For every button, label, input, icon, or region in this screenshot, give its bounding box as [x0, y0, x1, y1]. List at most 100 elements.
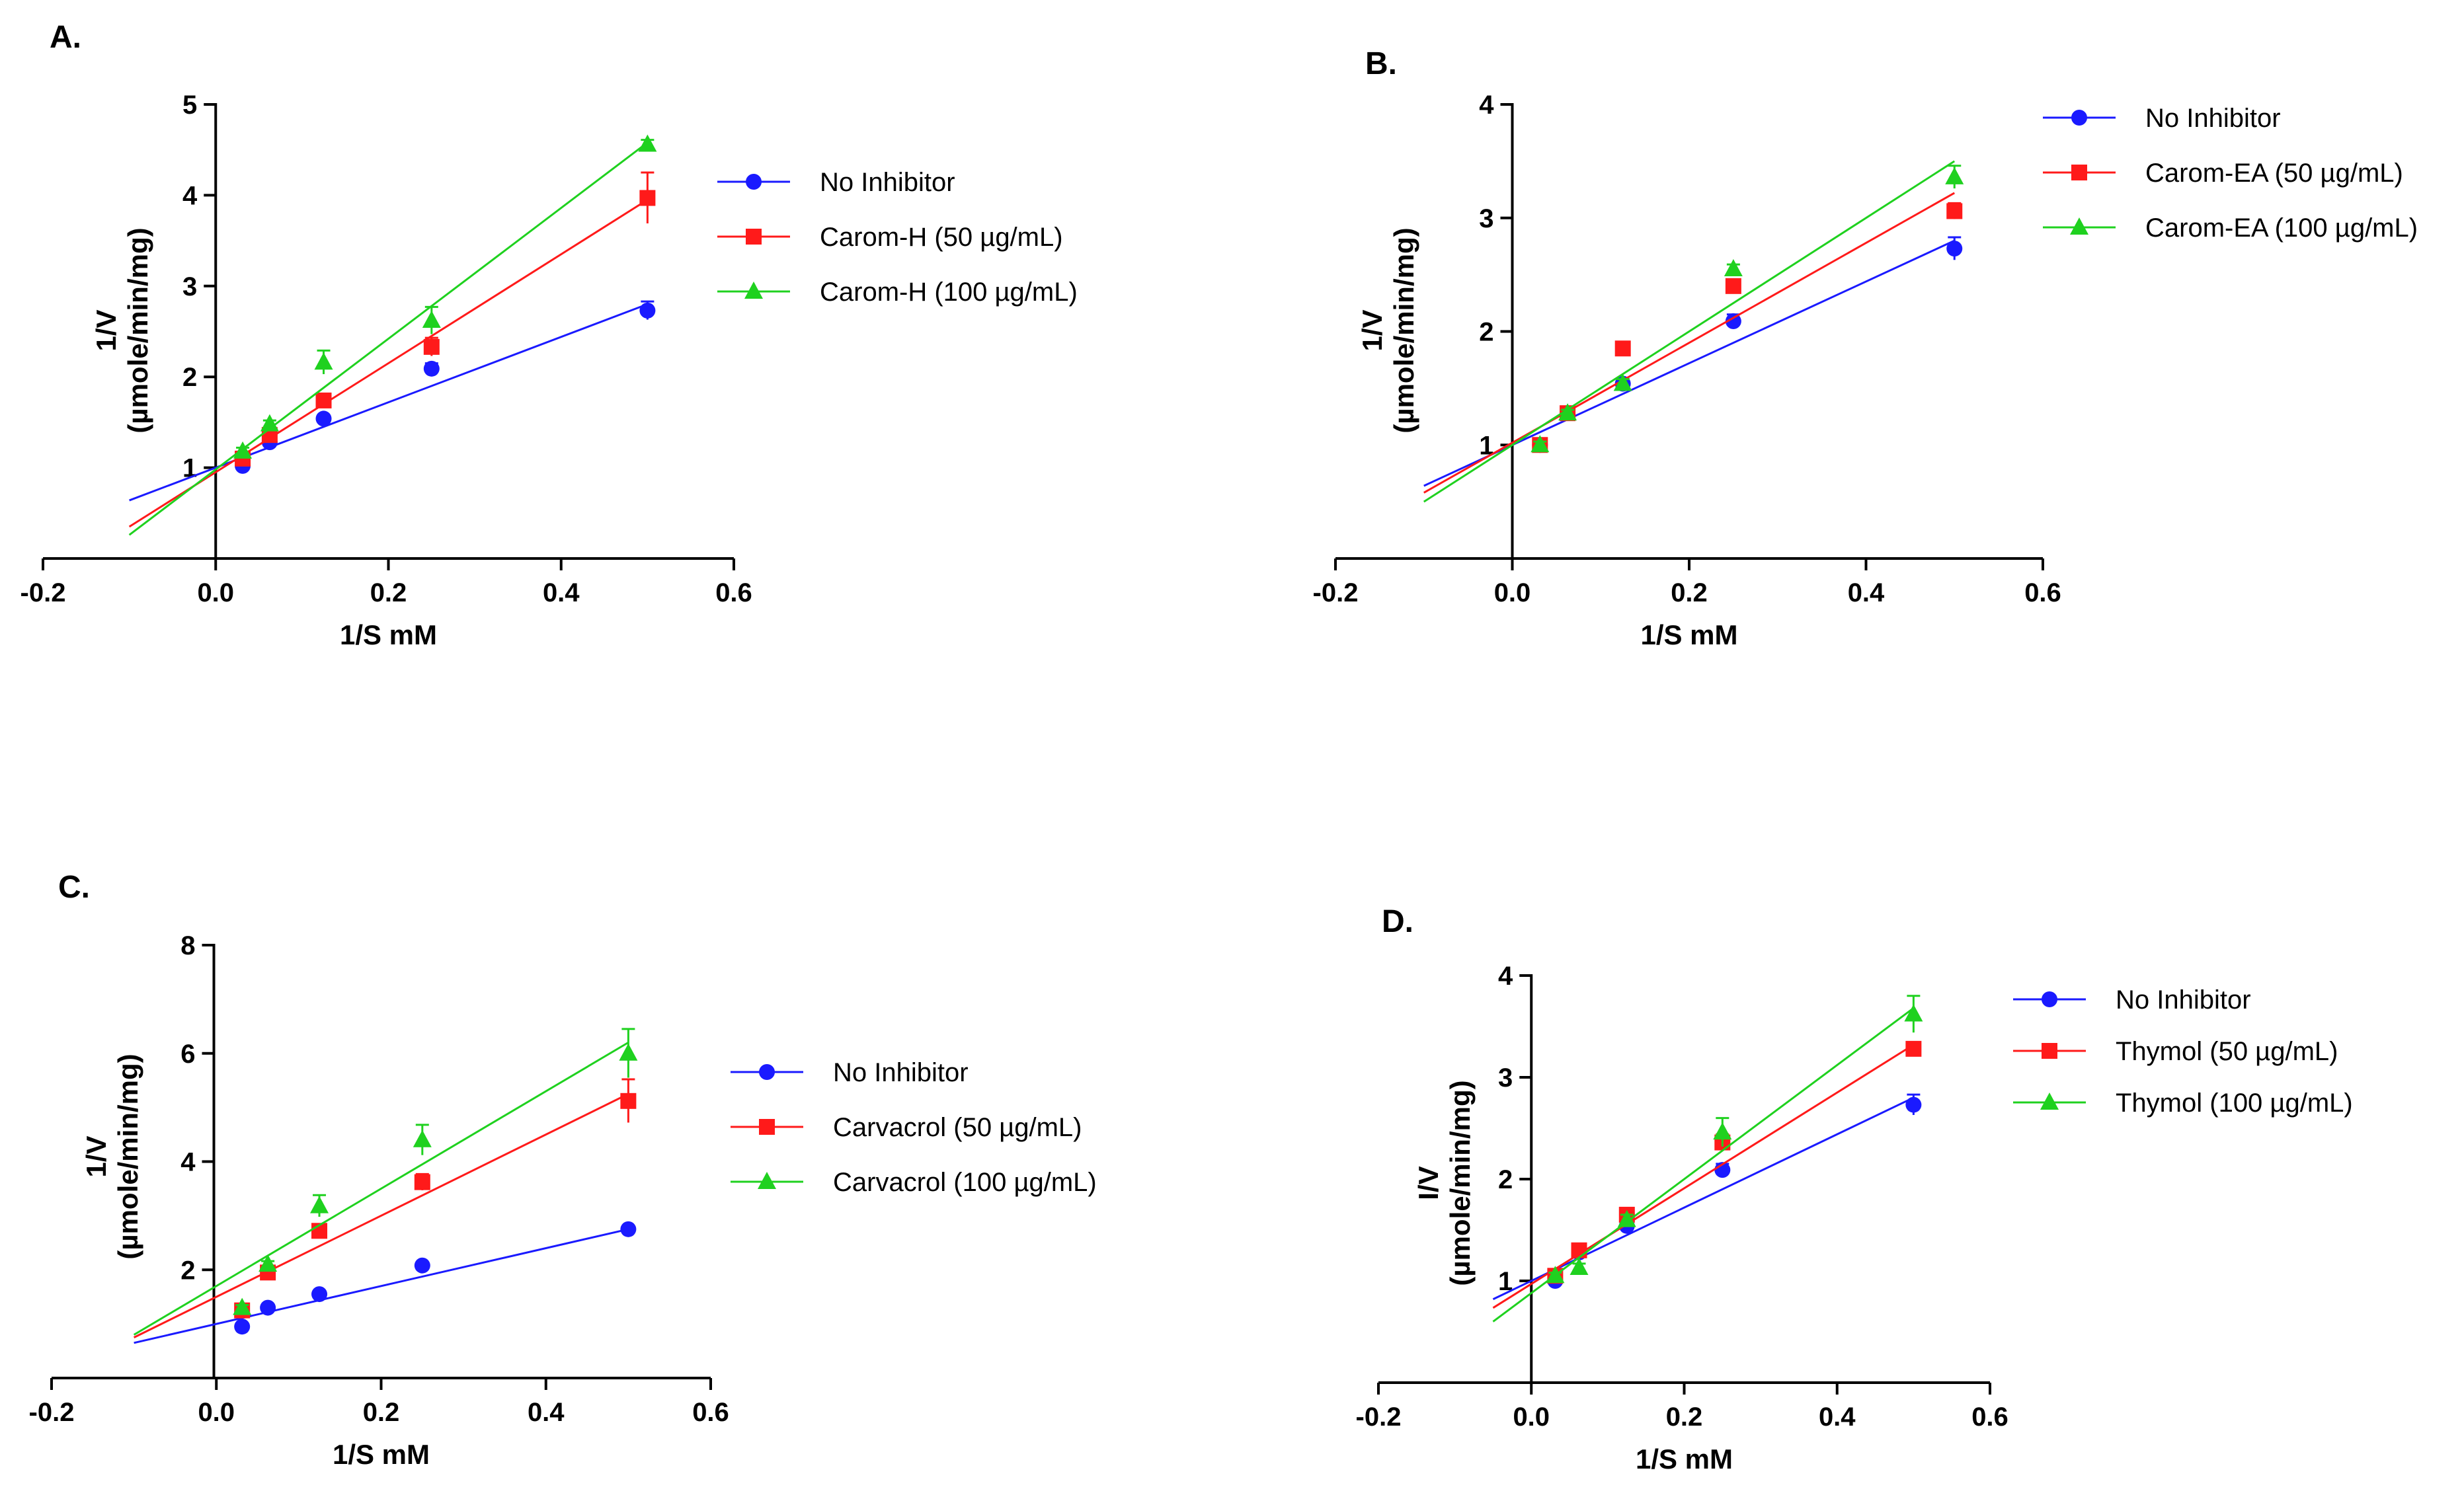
y-axis-label: 1/V [91, 309, 122, 351]
x-axis-label: 1/S mM [1636, 1443, 1733, 1475]
data-point [1614, 340, 1631, 357]
y-tick-label: 2 [1479, 318, 1493, 347]
data-point [1613, 373, 1632, 391]
y-tick-label: 4 [182, 181, 198, 210]
x-tick-label: -0.2 [20, 578, 66, 607]
legend-label: No Inhibitor [2145, 104, 2281, 133]
y-tick-label: 1 [1498, 1267, 1513, 1296]
data-point [423, 360, 440, 377]
y-tick-label: 3 [1479, 204, 1493, 233]
panel-label: C. [58, 870, 90, 905]
legend-label: Carom-EA (50 µg/mL) [2145, 159, 2403, 188]
data-point [619, 1043, 638, 1061]
y-tick-label: 2 [180, 1256, 195, 1285]
x-tick-label: -0.2 [29, 1398, 75, 1427]
legend-marker [744, 282, 763, 299]
x-axis-label: 1/S mM [340, 619, 437, 650]
fit-line-3 [128, 141, 649, 536]
x-axis-label: 1/S mM [333, 1439, 430, 1470]
x-tick-label: 0.2 [1671, 578, 1708, 607]
y-tick-label: 4 [1498, 962, 1513, 991]
legend-marker [759, 1064, 775, 1080]
data-point [639, 190, 656, 206]
x-tick-label: 0.2 [370, 578, 407, 607]
legend-marker [2042, 991, 2057, 1007]
data-point [1558, 403, 1577, 421]
fit-line-2 [1423, 192, 1955, 494]
y-tick-label: 2 [1498, 1165, 1513, 1194]
x-tick-label: 0.0 [198, 1398, 235, 1427]
legend-marker [746, 229, 762, 245]
data-point [639, 302, 656, 319]
data-point [413, 1130, 432, 1147]
fit-line-3 [1423, 160, 1956, 503]
x-tick-label: 0.2 [363, 1398, 400, 1427]
data-point [1946, 203, 1963, 219]
data-point [314, 352, 333, 370]
data-point [1713, 1122, 1732, 1140]
data-point [620, 1093, 637, 1109]
y-tick-label: 8 [180, 931, 195, 960]
panel-label: D. [1382, 904, 1413, 939]
y-tick-label: 5 [182, 91, 197, 120]
data-point [1570, 1257, 1589, 1275]
data-point [1571, 1242, 1587, 1258]
legend-label: Carvacrol (100 µg/mL) [833, 1168, 1097, 1197]
legend-label: Thymol (50 µg/mL) [2116, 1037, 2338, 1066]
fit-line-3 [1492, 1007, 1915, 1323]
legend-marker [2042, 1043, 2057, 1059]
legend-label: No Inhibitor [2116, 985, 2251, 1015]
fit-line-2 [128, 199, 649, 528]
legend-label: Carom-EA (100 µg/mL) [2145, 213, 2418, 243]
data-point [315, 410, 332, 427]
y-tick-label: 4 [1479, 91, 1494, 120]
data-point [1946, 241, 1963, 257]
panel-label: B. [1365, 46, 1397, 81]
legend-marker [758, 1172, 776, 1189]
data-point [233, 441, 253, 459]
data-point [1530, 435, 1550, 453]
legend-marker [2070, 217, 2088, 235]
x-tick-label: -0.2 [1356, 1402, 1402, 1432]
data-point [1617, 1209, 1636, 1227]
legend-marker [2071, 110, 2087, 126]
data-point [423, 338, 440, 355]
data-point [311, 1286, 328, 1303]
y-axis-unit-label: (µmole/min/mg) [122, 227, 153, 433]
y-axis-label: 1/V [81, 1135, 112, 1177]
legend-marker [746, 174, 762, 190]
data-point [422, 311, 441, 328]
data-point [233, 1297, 252, 1315]
legend-marker [2040, 1093, 2059, 1110]
y-tick-label: 3 [1498, 1063, 1513, 1093]
data-point [234, 1319, 251, 1335]
y-axis-unit-label: (µmole/min/mg) [112, 1054, 143, 1259]
x-tick-label: 0.6 [1971, 1402, 2008, 1432]
data-point [315, 392, 332, 408]
x-tick-label: -0.2 [1313, 578, 1359, 607]
legend-label: No Inhibitor [833, 1058, 969, 1087]
x-tick-label: 0.4 [528, 1398, 565, 1427]
y-axis-label: 1/V [1357, 309, 1388, 351]
data-point [1724, 259, 1743, 277]
y-axis-label: I/V [1413, 1166, 1444, 1200]
x-tick-label: 0.4 [1819, 1402, 1856, 1432]
x-tick-label: 0.0 [1494, 578, 1531, 607]
fit-line-2 [1492, 1044, 1915, 1309]
x-tick-label: 0.4 [1848, 578, 1885, 607]
legend-label: No Inhibitor [820, 168, 955, 197]
legend-label: Carom-H (50 µg/mL) [820, 223, 1063, 252]
legend-marker [759, 1119, 775, 1135]
x-tick-label: 0.6 [2024, 578, 2061, 607]
y-axis-unit-label: (µmole/min/mg) [1388, 227, 1419, 433]
fit-line-1 [1492, 1096, 1915, 1301]
y-tick-label: 2 [182, 363, 197, 392]
fit-line-1 [129, 303, 648, 502]
data-point [1905, 1096, 1922, 1113]
data-point [1725, 278, 1741, 294]
data-point [260, 414, 279, 432]
data-point [258, 1254, 278, 1272]
x-axis-label: 1/S mM [1640, 619, 1737, 650]
